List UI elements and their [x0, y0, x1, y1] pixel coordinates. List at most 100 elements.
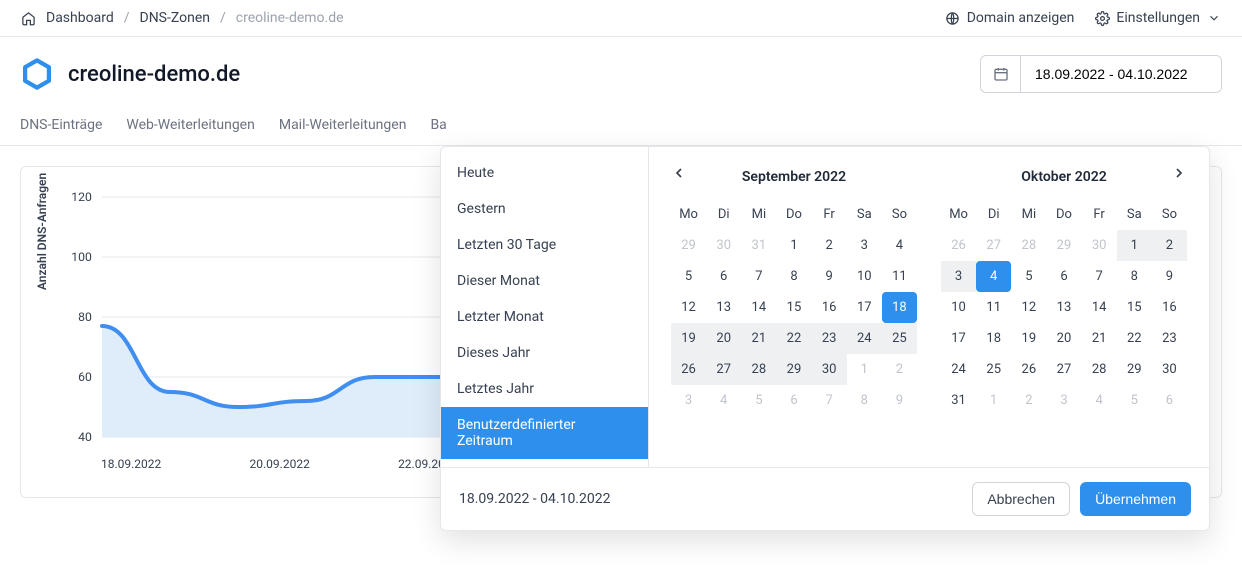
calendar-day[interactable]: 9	[812, 261, 847, 292]
calendar-day[interactable]: 29	[776, 354, 811, 385]
calendar-day[interactable]: 14	[1082, 292, 1117, 323]
preset-item[interactable]: Benutzerdefinierter Zeitraum	[441, 407, 648, 459]
calendar-day[interactable]: 19	[671, 323, 706, 354]
calendar-day[interactable]: 9	[1152, 261, 1187, 292]
calendar-day[interactable]: 1	[776, 230, 811, 261]
preset-item[interactable]: Letzter Monat	[441, 299, 648, 335]
preset-item[interactable]: Dieses Jahr	[441, 335, 648, 371]
calendar-day[interactable]: 6	[706, 261, 741, 292]
preset-item[interactable]: Dieser Monat	[441, 263, 648, 299]
apply-button[interactable]: Übernehmen	[1080, 482, 1191, 516]
calendar-day[interactable]: 20	[1046, 323, 1081, 354]
calendar-day[interactable]: 3	[847, 230, 882, 261]
tab-1[interactable]: Web-Weiterleitungen	[126, 107, 254, 145]
calendar-day[interactable]: 10	[847, 261, 882, 292]
calendar-day[interactable]: 20	[706, 323, 741, 354]
breadcrumb-current: creoline-demo.de	[236, 10, 344, 26]
date-range-input[interactable]	[1021, 56, 1221, 92]
calendar-day[interactable]: 4	[882, 230, 917, 261]
tab-0[interactable]: DNS-Einträge	[20, 107, 102, 145]
calendar-day[interactable]: 24	[847, 323, 882, 354]
calendar-day[interactable]: 26	[1011, 354, 1046, 385]
calendar-day[interactable]: 28	[741, 354, 776, 385]
calendar-day[interactable]: 2	[1152, 230, 1187, 261]
prev-month-button[interactable]	[671, 165, 687, 185]
calendar-day: 26	[941, 230, 976, 261]
calendar-day[interactable]: 30	[1152, 354, 1187, 385]
calendar-day[interactable]: 11	[882, 261, 917, 292]
date-range-picker[interactable]	[980, 55, 1222, 93]
calendar-day[interactable]: 5	[671, 261, 706, 292]
calendar-day[interactable]: 6	[1046, 261, 1081, 292]
calendar-day[interactable]: 5	[1011, 261, 1046, 292]
calendar-left: September 2022 MoDiMiDoFrSaSo29303112345…	[671, 165, 917, 457]
calendar-day[interactable]: 27	[706, 354, 741, 385]
chart-y-label: Anzahl DNS-Anfragen	[35, 173, 49, 290]
calendar-day[interactable]: 16	[1152, 292, 1187, 323]
calendar-day[interactable]: 14	[741, 292, 776, 323]
calendar-day: 29	[671, 230, 706, 261]
calendar-day[interactable]: 29	[1117, 354, 1152, 385]
calendar-day[interactable]: 11	[976, 292, 1011, 323]
svg-text:40: 40	[78, 430, 92, 444]
preset-item[interactable]: Gestern	[441, 191, 648, 227]
next-month-button[interactable]	[1171, 165, 1187, 185]
preset-item[interactable]: Letzten 30 Tage	[441, 227, 648, 263]
calendar-day[interactable]: 28	[1082, 354, 1117, 385]
calendar-day[interactable]: 12	[1011, 292, 1046, 323]
calendar-day: 1	[976, 385, 1011, 416]
calendar-day[interactable]: 26	[671, 354, 706, 385]
calendar-day[interactable]: 22	[1117, 323, 1152, 354]
calendar-day[interactable]: 15	[1117, 292, 1152, 323]
calendar-day[interactable]: 8	[1117, 261, 1152, 292]
preset-item[interactable]: Heute	[441, 155, 648, 191]
tabs: DNS-Einträge Web-Weiterleitungen Mail-Weit…	[0, 107, 1242, 146]
calendar-day[interactable]: 16	[812, 292, 847, 323]
dow-label: Di	[706, 201, 741, 230]
calendar-day[interactable]: 8	[776, 261, 811, 292]
calendar-day: 27	[976, 230, 1011, 261]
calendar-day[interactable]: 22	[776, 323, 811, 354]
calendar-day[interactable]: 25	[882, 323, 917, 354]
calendar-day[interactable]: 18	[882, 292, 917, 323]
date-popover: HeuteGesternLetzten 30 TageDieser MonatL…	[440, 146, 1210, 531]
calendar-day[interactable]: 4	[976, 261, 1011, 292]
calendar-day[interactable]: 7	[1082, 261, 1117, 292]
calendar-day[interactable]: 17	[941, 323, 976, 354]
calendar-day[interactable]: 24	[941, 354, 976, 385]
calendar-day[interactable]: 30	[812, 354, 847, 385]
calendar-day[interactable]: 27	[1046, 354, 1081, 385]
calendar-day[interactable]: 19	[1011, 323, 1046, 354]
calendar-day[interactable]: 23	[1152, 323, 1187, 354]
tab-2[interactable]: Mail-Weiterleitungen	[279, 107, 407, 145]
calendar-day: 5	[1117, 385, 1152, 416]
calendar-day: 1	[847, 354, 882, 385]
calendar-day[interactable]: 17	[847, 292, 882, 323]
calendar-day[interactable]: 1	[1117, 230, 1152, 261]
calendar-day[interactable]: 7	[741, 261, 776, 292]
preset-item[interactable]: Letztes Jahr	[441, 371, 648, 407]
calendar-day[interactable]: 15	[776, 292, 811, 323]
calendar-day[interactable]: 12	[671, 292, 706, 323]
home-icon[interactable]	[20, 10, 36, 26]
breadcrumb-zones[interactable]: DNS-Zonen	[140, 10, 210, 26]
calendar-day: 3	[1046, 385, 1081, 416]
breadcrumb-dashboard[interactable]: Dashboard	[46, 10, 114, 26]
settings-button[interactable]: Einstellungen	[1094, 10, 1222, 26]
calendar-day[interactable]: 18	[976, 323, 1011, 354]
calendar-day: 2	[882, 354, 917, 385]
calendar-day[interactable]: 21	[1082, 323, 1117, 354]
calendar-day[interactable]: 10	[941, 292, 976, 323]
calendar-day[interactable]: 3	[941, 261, 976, 292]
calendar-day[interactable]: 23	[812, 323, 847, 354]
calendar-day[interactable]: 2	[812, 230, 847, 261]
show-domain-button[interactable]: Domain anzeigen	[945, 10, 1075, 26]
tab-3[interactable]: Ba	[430, 107, 446, 145]
calendar-day[interactable]: 31	[941, 385, 976, 416]
calendar-day[interactable]: 25	[976, 354, 1011, 385]
calendar-day[interactable]: 21	[741, 323, 776, 354]
calendar-icon	[981, 56, 1021, 92]
cancel-button[interactable]: Abbrechen	[972, 482, 1070, 516]
calendar-day[interactable]: 13	[1046, 292, 1081, 323]
calendar-day[interactable]: 13	[706, 292, 741, 323]
